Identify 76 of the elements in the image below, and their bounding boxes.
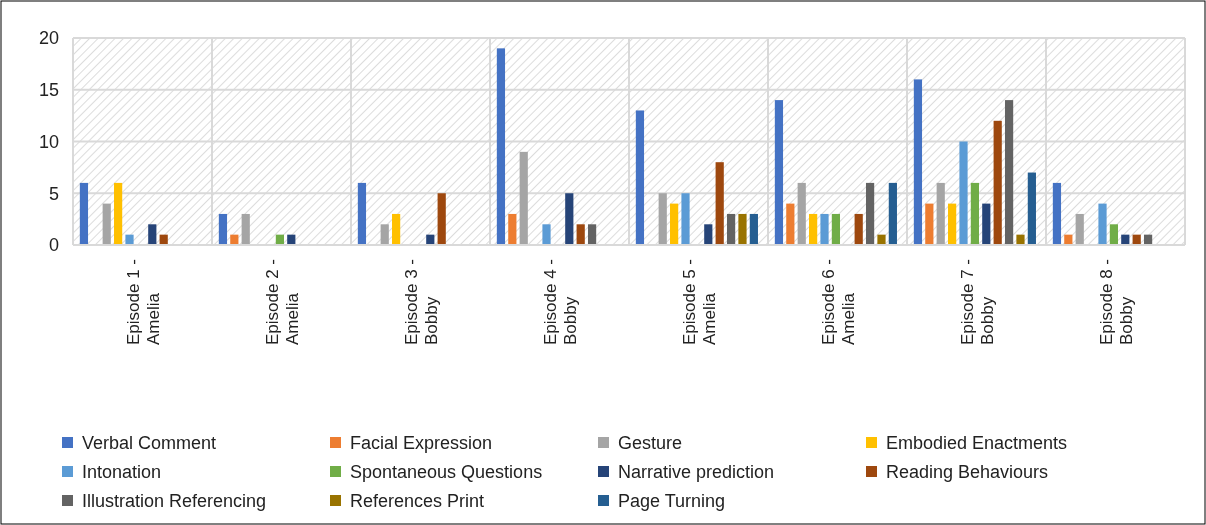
bar	[635, 110, 645, 245]
bar	[437, 193, 446, 245]
bar	[587, 224, 597, 245]
bar	[670, 203, 679, 245]
bar	[357, 182, 367, 245]
bar	[519, 151, 528, 245]
bar	[508, 213, 517, 245]
bar	[948, 203, 957, 245]
bar	[1004, 100, 1014, 245]
bar	[1052, 182, 1062, 245]
bar	[854, 213, 863, 245]
bar	[913, 79, 923, 245]
bar	[797, 182, 806, 245]
bar	[774, 100, 784, 245]
bar	[704, 224, 713, 245]
bar	[1109, 224, 1118, 245]
bar	[1016, 234, 1025, 245]
legend-label: Page Turning	[618, 491, 726, 512]
legend-label: References Print	[350, 491, 485, 512]
bar	[726, 213, 736, 245]
bar	[970, 182, 980, 245]
bar	[959, 141, 968, 245]
bar	[993, 120, 1002, 245]
bar	[865, 182, 875, 245]
bar	[380, 224, 389, 245]
bar	[809, 213, 818, 245]
bar	[148, 224, 157, 245]
bar	[1027, 172, 1036, 245]
bar	[820, 213, 829, 245]
y-tick-label: 10	[38, 131, 59, 152]
bar	[786, 203, 795, 245]
x-tick-label: Episode 6 - Amelia	[818, 259, 858, 345]
legend-label: Reading Behaviours	[886, 462, 1049, 483]
bar	[79, 182, 89, 245]
bar	[218, 213, 228, 245]
bar	[658, 193, 667, 245]
legend-label: Verbal Comment	[82, 433, 217, 454]
legend-label: Illustration Referencing	[82, 491, 267, 512]
y-tick-label: 20	[38, 28, 59, 49]
legend-label: Spontaneous Questions	[350, 462, 543, 483]
bar	[114, 182, 123, 245]
bar	[565, 193, 574, 245]
bar	[738, 213, 747, 245]
legend-label: Intonation	[82, 462, 162, 483]
bar	[982, 203, 991, 245]
y-tick-label: 5	[48, 183, 59, 204]
bar	[576, 224, 585, 245]
y-tick-label: 0	[48, 235, 59, 256]
bar	[102, 203, 111, 245]
bar	[936, 182, 945, 245]
x-tick-label: Episode 3 - Bobby	[401, 259, 441, 345]
bar	[831, 213, 841, 245]
legend-label: Embodied Enactments	[886, 433, 1068, 454]
legend-label: Facial Expression	[350, 433, 493, 454]
bar	[749, 213, 758, 245]
y-tick-label: 15	[38, 80, 59, 101]
bar	[496, 48, 506, 245]
bar	[1098, 203, 1107, 245]
x-tick-label: Episode 5 - Amelia	[679, 259, 719, 345]
bar	[241, 213, 250, 245]
x-tick-label: Episode 4 - Bobby	[540, 259, 580, 345]
bar	[925, 203, 934, 245]
bar	[1075, 213, 1084, 245]
x-tick-label: Episode 2 - Amelia	[262, 259, 302, 345]
legend-label: Narrative prediction	[618, 462, 775, 483]
bar	[877, 234, 886, 245]
legend-label: Gesture	[618, 433, 683, 454]
bar	[125, 234, 134, 245]
bar	[681, 193, 690, 245]
bar	[392, 213, 401, 245]
x-tick-label: Episode 1 - Amelia	[123, 259, 163, 345]
bar	[888, 182, 897, 245]
x-tick-label: Episode 7 - Bobby	[957, 259, 997, 345]
bar	[542, 224, 551, 245]
bar	[715, 162, 724, 245]
x-tick-label: Episode 8 - Bobby	[1096, 259, 1136, 345]
